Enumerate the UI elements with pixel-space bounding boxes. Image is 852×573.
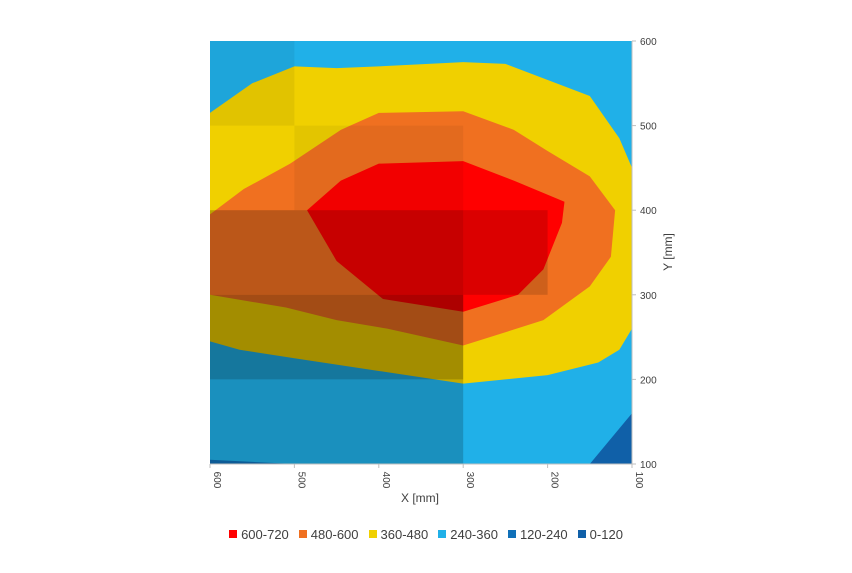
shade-cell-4	[210, 41, 295, 126]
x-tick-label: 100	[633, 472, 644, 489]
legend-swatch	[577, 530, 586, 538]
x-tick-label: 600	[211, 472, 222, 489]
axes: 600 500 400 300 200 100 600 500 400 300 200 100	[209, 37, 657, 489]
legend-swatch	[507, 530, 516, 538]
y-tick-label: 600	[640, 37, 657, 48]
x-tick-label: 400	[380, 472, 391, 489]
x-tick-label: 500	[295, 472, 306, 489]
y-axis-label: Y [mm]	[661, 233, 675, 271]
legend-item-240-360: 240-360	[438, 527, 498, 542]
legend: 600-720 480-600 360-480 240-360 120-240 0-120	[0, 523, 852, 545]
y-tick-label: 500	[640, 122, 657, 133]
legend-item-360-480: 360-480	[368, 526, 429, 542]
legend-item-600-720: 600-720	[229, 527, 289, 542]
shade-cell-0	[210, 379, 464, 464]
shade-cell-5	[294, 125, 464, 211]
x-axis-label: X [mm]	[401, 491, 439, 505]
band-fill-0-120	[589, 413, 632, 464]
shade-cell-1	[210, 294, 464, 380]
shade-cell-3	[463, 210, 548, 295]
y-tick-label: 200	[640, 375, 657, 386]
shade-cell-2	[210, 210, 464, 295]
legend-swatch	[438, 530, 447, 538]
x-tick-label: 300	[464, 472, 475, 489]
legend-item-120-240: 120-240	[507, 526, 568, 542]
legend-swatch	[298, 530, 307, 538]
contour-region-600-720	[307, 161, 565, 312]
legend-label: 480-600	[310, 526, 359, 542]
legend-item-480-600: 480-600	[298, 526, 359, 542]
y-tick-label: 100	[640, 460, 657, 471]
band-fill-120-240	[210, 459, 295, 464]
legend-swatch	[229, 530, 238, 538]
x-tick-label: 200	[549, 472, 560, 489]
y-tick-label: 400	[640, 206, 657, 217]
legend-label: 240-360	[450, 526, 498, 542]
legend-swatch	[368, 530, 377, 538]
legend-label: 0-120	[589, 526, 623, 542]
legend-label: 120-240	[519, 526, 568, 542]
legend-label: 360-480	[380, 526, 429, 542]
y-tick-label: 300	[640, 291, 657, 302]
legend-item-0-120: 0-120	[577, 526, 623, 542]
legend-label: 600-720	[241, 526, 289, 542]
plot-area	[210, 41, 632, 464]
